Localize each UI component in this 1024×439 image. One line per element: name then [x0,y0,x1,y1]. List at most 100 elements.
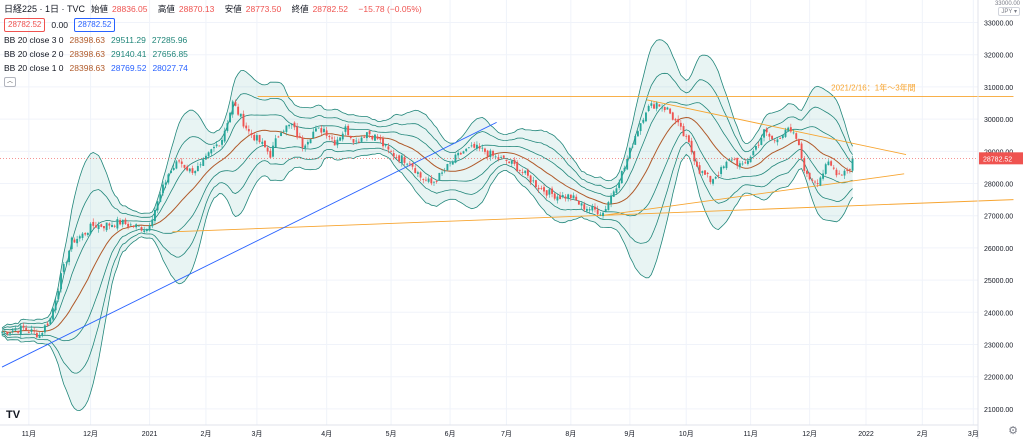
candle-body [347,125,350,136]
candle-body [787,127,790,131]
candle-body [301,137,304,148]
candle-body [835,169,838,176]
candle-body [425,179,427,181]
candle-body [526,169,529,176]
axis-top-label: 33000.00 [994,1,1020,7]
candle-body [293,122,296,128]
bb-row-3[interactable]: BB 20 close 3 0 28398.63 29511.29 27285.96 [4,35,188,45]
bollinger-bands [1,39,853,412]
candle-body [516,162,519,172]
candle-body [529,175,532,183]
candle-body [221,139,223,145]
candle-body [639,123,642,132]
candle-body [462,151,465,154]
candle-body [467,147,470,149]
candle-body [435,181,438,182]
candle-body [137,225,140,227]
candle-body [682,126,685,137]
candle-body [749,156,752,163]
candle-body [113,225,116,227]
candle-body [156,201,159,211]
bb-row-2[interactable]: BB 20 close 2 0 28398.63 29140.41 27656.85 [4,49,188,59]
candle-body [140,227,143,231]
bb-row-1[interactable]: BB 20 close 1 0 28398.63 28769.52 28027.74 [4,63,188,73]
candle-body [382,138,384,147]
candle-body [9,332,11,334]
buy-price-button[interactable]: 28782.52 [73,18,116,32]
candle-body [317,127,320,129]
candle-body [84,233,87,235]
candle-body [556,196,559,201]
y-tick-label: 26000.00 [984,246,1013,253]
candle-body [86,232,89,235]
candle-body [239,113,242,117]
candle-body [822,173,824,179]
candle-body [296,126,299,138]
candle-body [492,151,494,156]
candle-body [433,181,435,183]
candle-body [806,170,808,174]
candle-body [607,202,610,211]
candle-body [323,128,325,133]
x-tick-label: 6月 [445,430,456,438]
candle-body [808,172,811,180]
candle-body [68,250,71,263]
candle-body [744,162,747,164]
x-tick-label: 2022 [858,431,874,438]
candle-body [583,204,586,210]
x-tick-label: 2021 [142,431,158,438]
candle-body [814,181,816,183]
candle-body [374,134,376,141]
candle-body [655,102,658,109]
candle-body [33,330,36,332]
candle-body [344,126,347,132]
candle-body [741,163,744,165]
candle-body [661,107,664,109]
candle-body [57,291,60,300]
candle-body [752,150,755,156]
candle-body [245,125,248,129]
candle-body [819,177,822,186]
candle-body [481,147,484,149]
candle-body [615,188,618,193]
candle-body [553,193,556,199]
candle-body [274,138,277,148]
candle-body [111,225,113,228]
candle-body [392,152,395,157]
candle-body [430,178,433,184]
candle-body [784,129,787,137]
candle-body [387,146,390,150]
currency-label: JPY [1001,9,1013,15]
x-tick-label: 3月 [968,430,979,438]
x-tick-label: 2月 [200,430,211,438]
gear-icon[interactable]: ⚙ [1008,425,1018,437]
candle-body [513,159,516,164]
candle-body [687,135,690,143]
sell-price-button[interactable]: 28782.52 [4,18,46,32]
tradingview-logo[interactable]: TV [6,409,21,421]
candle-body [253,134,256,141]
candle-body [830,161,833,166]
legend: 日経225 · 1日 · TVC 始値 28836.05 高値 28870.13 安… [4,3,430,87]
candle-body [202,159,205,166]
collapse-legend-button[interactable]: ︿ [4,77,16,87]
candle-body [331,137,333,139]
candle-body [679,122,682,127]
candle-body [258,134,261,143]
candle-body [94,225,97,228]
candle-body [832,167,835,169]
candle-body [371,135,374,140]
candle-body [663,107,666,111]
candle-body [30,329,33,332]
candle-body [400,155,403,164]
candle-body [725,161,728,169]
candle-body [698,165,701,174]
band-upper-2 [1,72,853,330]
x-tick-label: 11月 [743,430,757,438]
symbol-title[interactable]: 日経225 · 1日 · TVC [4,4,86,14]
candle-body [666,107,669,110]
currency-selector[interactable]: 33000.00 JPY ▾ [995,1,1020,16]
candle-body [352,139,355,143]
candle-body [824,164,827,174]
